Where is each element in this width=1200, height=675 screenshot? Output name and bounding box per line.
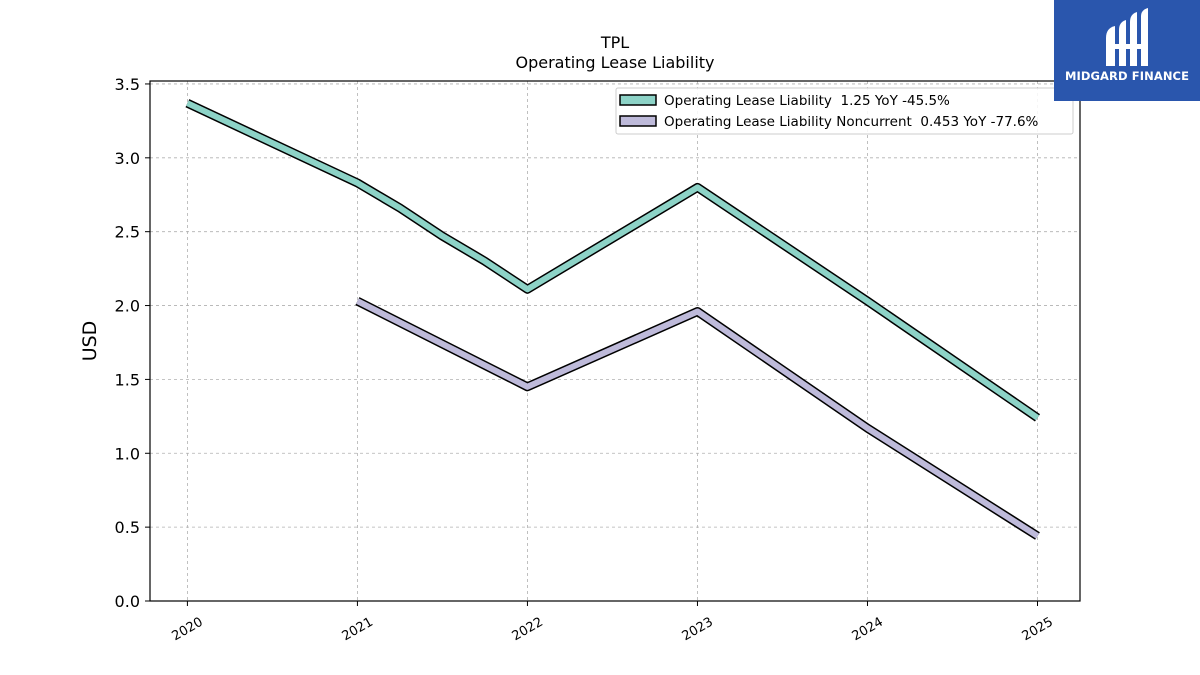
y-tick-label: 3.5 — [115, 75, 140, 94]
y-tick-label: 0.5 — [115, 518, 140, 537]
chart-title: TPL — [600, 33, 629, 52]
brand-logo: MIDGARD FINANCE — [1054, 0, 1200, 101]
series-line-0 — [186, 100, 1040, 421]
y-tick-label: 3.0 — [115, 149, 140, 168]
legend-swatch-1 — [619, 115, 657, 127]
y-tick-label: 1.5 — [115, 370, 140, 389]
legend: Operating Lease Liability 1.25 YoY -45.5… — [615, 87, 1074, 135]
x-tick-label: 2025 — [1020, 615, 1056, 645]
brand-name: MIDGARD FINANCE — [1064, 69, 1190, 83]
y-axis-label: USD — [79, 321, 101, 362]
legend-label-0: Operating Lease Liability 1.25 YoY -45.5… — [664, 93, 950, 109]
series-lines — [185, 99, 1041, 540]
y-axis-ticks: 0.0 0.5 1.0 1.5 2.0 2.5 3.0 3.5 — [115, 75, 150, 611]
brand-mark-icon — [1106, 8, 1148, 66]
y-tick-label: 1.0 — [115, 444, 140, 463]
chart-subtitle: Operating Lease Liability — [515, 53, 714, 72]
legend-frame — [615, 87, 1074, 135]
x-axis-ticks: 2020 2021 2022 2023 2024 2025 — [170, 601, 1056, 644]
legend-swatch-0 — [619, 94, 657, 106]
x-tick-label: 2022 — [510, 615, 546, 645]
y-tick-label: 2.5 — [115, 223, 140, 242]
x-tick-label: 2020 — [170, 615, 206, 645]
x-tick-label: 2021 — [340, 615, 376, 645]
x-tick-label: 2024 — [850, 615, 886, 645]
series-line-1 — [356, 298, 1040, 539]
x-tick-label: 2023 — [680, 615, 716, 645]
legend-label-1: Operating Lease Liability Noncurrent 0.4… — [664, 114, 1039, 130]
plot-frame — [149, 80, 1081, 602]
series-outline-0 — [185, 99, 1041, 422]
grid-lines — [150, 81, 1080, 602]
y-tick-label: 2.0 — [115, 297, 140, 316]
y-tick-label: 0.0 — [115, 592, 140, 611]
